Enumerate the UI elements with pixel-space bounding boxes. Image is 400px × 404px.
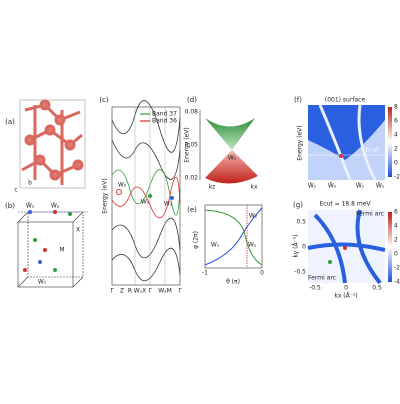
panel-label: (f) [294, 96, 302, 104]
panel-title: (001) surface [325, 97, 366, 104]
y-axis-label: Energy (eV) [102, 178, 109, 213]
g-marker [328, 260, 332, 264]
legend-entry: Band 37 [152, 111, 177, 118]
point-label: W₁ [141, 199, 150, 206]
colorbar-tick: 8 [394, 104, 398, 111]
x-tick-label: 0 [260, 270, 264, 277]
point-label: W₁ [38, 279, 47, 286]
x-tick-label: W̄₁ [356, 182, 365, 189]
point-label: X [76, 227, 80, 234]
y-tick-label: 0 [302, 244, 306, 251]
x-tick-label: W₁X [134, 288, 146, 295]
crystal-structure [21, 99, 84, 185]
y-tick-label: 0.5 [296, 219, 306, 226]
brillouin-zone [17, 211, 88, 288]
weyl-points [23, 210, 72, 272]
f-map-feature [308, 120, 385, 180]
legend-entry: Band 36 [152, 118, 177, 125]
x-axis-label: kx (Å⁻¹) [334, 293, 357, 300]
g-colorbar [388, 212, 392, 282]
point-label: W₂ [228, 155, 237, 162]
panel-title: Ecut = 18.8 meV [320, 201, 372, 208]
y-tick-label: 0.05 [185, 142, 199, 149]
x-axis-label: kx [250, 184, 257, 191]
g-marker [343, 246, 347, 250]
annotation: Fermi arc [356, 211, 384, 218]
point-label: W₁ [211, 242, 220, 249]
axis-label: b [28, 180, 32, 187]
y-tick-label: -0.5 [294, 269, 306, 276]
annotation: Ecut [365, 147, 379, 154]
x-axis-label: θ (π) [226, 279, 240, 286]
point-label: W̄₂ [51, 202, 60, 209]
colorbar-tick: 0 [394, 160, 398, 167]
f-map-feature [318, 104, 377, 181]
x-tick-label: -0.5 [309, 285, 321, 292]
x-tick-label: Γ [178, 288, 182, 295]
y-tick-label: 0.08 [185, 109, 199, 116]
point-label: W̄₁ [26, 202, 35, 209]
upper-cone [205, 118, 255, 150]
x-tick-label: Z [120, 288, 124, 295]
x-tick-label: -1 [202, 270, 208, 277]
w3-marker [170, 196, 174, 200]
point-label: W₁ [248, 242, 257, 249]
f-marker [339, 154, 343, 158]
x-tick-label: W̄₁ [308, 182, 317, 189]
x-tick-label: W̄₁ [376, 182, 385, 189]
x-tick-label: W̄₂ [328, 182, 337, 189]
colorbar-tick: 2 [394, 237, 398, 244]
colorbar-tick: 4 [394, 132, 398, 139]
x-tick-label: Γ [148, 288, 152, 295]
colorbar-tick: 0 [394, 251, 398, 258]
annotation: Fermi arc [308, 275, 336, 282]
y-axis-label: φ (2π) [193, 231, 200, 249]
unit-cell [19, 99, 86, 189]
panel-label: (e) [187, 206, 197, 214]
g-map-feature [307, 209, 386, 285]
panel-label: (c) [99, 96, 109, 104]
x-axis-label: kz [209, 184, 216, 191]
y-axis-label: Energy (eV) [297, 125, 304, 160]
x-tick-label: R [128, 288, 132, 295]
x-tick-label: W₃M [158, 288, 172, 295]
x-tick-label: 0 [344, 285, 348, 292]
panel-label: (a) [5, 118, 15, 126]
colorbar-tick: 4 [394, 223, 398, 230]
colorbar-tick: -2 [394, 265, 400, 272]
e-curve [204, 209, 263, 266]
colorbar-tick: 2 [394, 146, 398, 153]
point-label: W₂ [118, 182, 127, 189]
y-axis-label: ky (Å⁻¹) [293, 234, 300, 257]
lower-cone [205, 150, 258, 184]
panel-label: (g) [293, 201, 303, 209]
e-curve [204, 207, 263, 266]
colorbar-tick: 6 [394, 209, 398, 216]
panel-label: (d) [187, 96, 197, 104]
band-lines [111, 100, 181, 285]
point-label: W₂ [249, 213, 258, 220]
y-axis-label: Energy (eV) [184, 127, 191, 162]
e-frame [204, 204, 263, 269]
point-label: M [59, 247, 64, 254]
point-label: W₃ [164, 201, 173, 208]
x-tick-label: 0.5 [372, 285, 382, 292]
colorbar-tick: -4 [394, 279, 400, 286]
y-tick-label: 0.02 [185, 175, 199, 182]
colorbar-tick: -2 [394, 174, 400, 181]
w2-marker [116, 189, 122, 195]
colorbar-tick: 6 [394, 118, 398, 125]
w1-marker [148, 194, 152, 198]
band-plot-frame [111, 106, 181, 286]
x-tick-label: Γ [110, 288, 114, 295]
panel-label: (b) [5, 202, 15, 210]
f-colorbar [388, 107, 392, 177]
axis-label: c [14, 187, 17, 194]
